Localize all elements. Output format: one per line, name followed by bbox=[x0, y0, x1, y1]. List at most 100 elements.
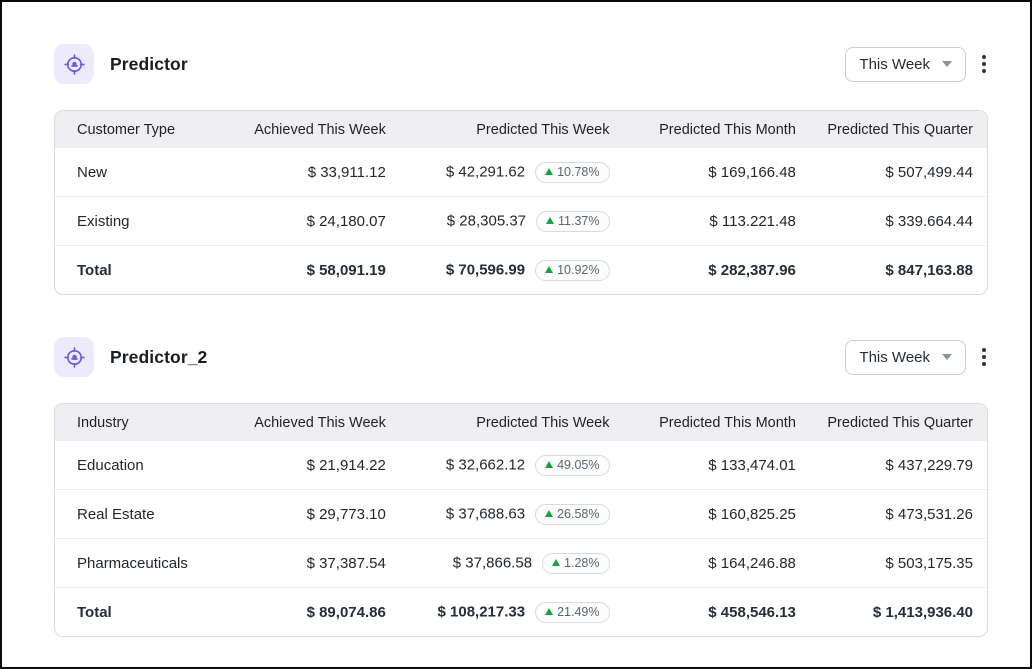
period-dropdown-value: This Week bbox=[859, 55, 930, 73]
column-header: Achieved This Week bbox=[232, 111, 400, 148]
predicted-week-cell: $ 37,688.63 26.58% bbox=[399, 489, 624, 539]
prediction-table: Industry Achieved This Week Predicted This… bbox=[55, 404, 987, 636]
column-header: Predicted This Quarter bbox=[809, 404, 987, 441]
predicted-week-cell: $ 28,305.37 11.37% bbox=[399, 196, 624, 246]
widget-header: Predictor This Week bbox=[54, 44, 988, 84]
widget-controls: This Week bbox=[845, 46, 988, 82]
predicted-month-value: $ 282,387.96 bbox=[623, 245, 810, 294]
predicted-quarter-value: $ 437,229.79 bbox=[885, 456, 973, 474]
predictor-widget-predictor: Predictor This Week Customer Type Ac bbox=[54, 44, 988, 295]
kebab-dot bbox=[982, 355, 986, 359]
predicted-quarter-value: $ 847,163.88 bbox=[809, 245, 987, 294]
predictor-widget-predictor_2: Predictor_2 This Week Industry Achie bbox=[54, 337, 988, 637]
delta-badge: 10.92% bbox=[535, 259, 610, 281]
table-header-row: Customer Type Achieved This Week Predicted… bbox=[55, 111, 987, 148]
predicted-week-cell: $ 70,596.99 10.92% bbox=[399, 245, 624, 294]
target-icon bbox=[54, 44, 94, 84]
more-options-button[interactable] bbox=[980, 51, 988, 77]
delta-badge: 11.37% bbox=[536, 210, 610, 232]
achieved-value: $ 24,180.07 bbox=[232, 196, 400, 246]
column-header: Predicted This Week bbox=[399, 404, 624, 441]
chevron-down-icon bbox=[942, 61, 952, 67]
table-row: Pharmaceuticals $ 37,387.54 $ 37,866.58 1.2… bbox=[55, 538, 987, 588]
trend-up-icon bbox=[545, 608, 554, 615]
predicted-week-cell: $ 37,866.58 1.28% bbox=[399, 538, 624, 588]
predicted-quarter-value: $ 503,175.35 bbox=[809, 538, 987, 588]
trend-up-icon bbox=[546, 217, 555, 224]
kebab-dot bbox=[982, 55, 986, 59]
table-row: Total $ 58,091.19 $ 70,596.99 10.92% $ 282,3… bbox=[55, 245, 987, 294]
delta-value: 21.49% bbox=[557, 604, 600, 619]
column-header: Predicted This Quarter bbox=[809, 111, 987, 148]
column-header: Predicted This Week bbox=[399, 111, 624, 148]
period-dropdown[interactable]: This Week bbox=[845, 339, 966, 375]
column-header: Customer Type bbox=[55, 111, 233, 148]
achieved-value: $ 29,773.10 bbox=[232, 489, 400, 539]
delta-badge: 26.58% bbox=[535, 503, 610, 525]
period-dropdown-value: This Week bbox=[859, 348, 930, 366]
predicted-quarter-value: $ 473,531.26 bbox=[809, 489, 987, 539]
predicted-week-value: $ 108,217.33 bbox=[437, 603, 526, 620]
row-label: Education bbox=[77, 456, 144, 474]
delta-value: 1.28% bbox=[564, 555, 600, 570]
achieved-value: $ 37,387.54 bbox=[232, 538, 400, 588]
predicted-week-cell: $ 42,291.62 10.78% bbox=[400, 148, 624, 197]
delta-value: 11.37% bbox=[558, 213, 600, 228]
table-header-row: Industry Achieved This Week Predicted This… bbox=[55, 404, 987, 441]
delta-badge: 10.78% bbox=[535, 161, 610, 183]
predicted-quarter-value: $ 507,499.44 bbox=[885, 163, 973, 181]
predicted-week-value: $ 28,305.37 bbox=[446, 212, 527, 229]
trend-up-icon bbox=[545, 168, 554, 175]
achieved-value: $ 21,914.22 bbox=[306, 456, 386, 474]
trend-up-icon bbox=[552, 559, 561, 566]
prediction-table: Customer Type Achieved This Week Predicted… bbox=[55, 111, 987, 294]
widget-list: Predictor This Week Customer Type Ac bbox=[54, 44, 988, 637]
predicted-quarter-value: $ 339.664.44 bbox=[809, 196, 987, 246]
column-header: Predicted This Month bbox=[623, 111, 810, 148]
chevron-down-icon bbox=[942, 354, 952, 360]
delta-value: 10.92% bbox=[557, 262, 600, 277]
predicted-week-value: $ 37,688.63 bbox=[445, 505, 526, 522]
trend-up-icon bbox=[545, 510, 554, 517]
kebab-dot bbox=[982, 348, 986, 352]
period-dropdown[interactable]: This Week bbox=[845, 46, 966, 82]
prediction-table-card: Customer Type Achieved This Week Predicted… bbox=[54, 110, 988, 295]
predicted-week-value: $ 37,866.58 bbox=[452, 554, 533, 571]
widget-title: Predictor_2 bbox=[110, 346, 208, 367]
widget-title: Predictor bbox=[110, 53, 188, 74]
prediction-table-card: Industry Achieved This Week Predicted This… bbox=[54, 403, 988, 637]
predicted-week-value: $ 32,662.12 bbox=[445, 456, 526, 473]
delta-badge: 1.28% bbox=[542, 552, 610, 574]
delta-value: 10.78% bbox=[557, 164, 600, 179]
predicted-month-value: $ 113.221.48 bbox=[623, 196, 810, 246]
delta-badge: 49.05% bbox=[535, 454, 610, 476]
widget-controls: This Week bbox=[845, 339, 988, 375]
table-row: Existing $ 24,180.07 $ 28,305.37 11.37% $ 11… bbox=[55, 196, 987, 246]
predicted-quarter-value: $ 1,413,936.40 bbox=[809, 587, 987, 636]
predicted-week-cell: $ 108,217.33 21.49% bbox=[399, 587, 624, 636]
column-header: Industry bbox=[55, 404, 233, 441]
kebab-dot bbox=[982, 62, 986, 66]
predicted-week-cell: $ 32,662.12 49.05% bbox=[400, 441, 624, 490]
table-row: New $ 33,911.12 $ 42,291.62 10.78% $ 169,166… bbox=[55, 148, 987, 197]
delta-value: 49.05% bbox=[557, 457, 600, 472]
table-row: Education $ 21,914.22 $ 32,662.12 49.05% $ 1… bbox=[55, 441, 987, 490]
predicted-month-value: $ 458,546.13 bbox=[623, 587, 810, 636]
delta-badge: 21.49% bbox=[535, 601, 610, 623]
column-header: Achieved This Week bbox=[232, 404, 400, 441]
predicted-month-value: $ 160,825.25 bbox=[623, 489, 810, 539]
trend-up-icon bbox=[545, 461, 554, 468]
row-label: Pharmaceuticals bbox=[55, 538, 233, 588]
more-options-button[interactable] bbox=[980, 344, 988, 370]
row-label: New bbox=[77, 163, 108, 181]
table-row: Total $ 89,074.86 $ 108,217.33 21.49% $ 458,… bbox=[55, 587, 987, 636]
widget-title-group: Predictor bbox=[54, 44, 188, 84]
predicted-week-value: $ 70,596.99 bbox=[445, 261, 526, 278]
row-label: Total bbox=[55, 245, 233, 294]
predicted-month-value: $ 164,246.88 bbox=[623, 538, 810, 588]
table-row: Real Estate $ 29,773.10 $ 37,688.63 26.58% $… bbox=[55, 489, 987, 539]
predicted-week-value: $ 42,291.62 bbox=[445, 163, 526, 180]
achieved-value: $ 89,074.86 bbox=[232, 587, 400, 636]
trend-up-icon bbox=[545, 266, 554, 273]
